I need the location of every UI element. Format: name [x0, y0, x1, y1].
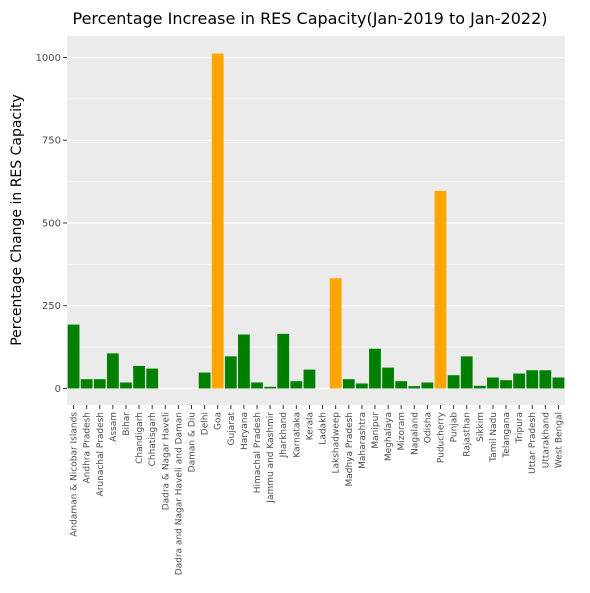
plot-panel — [67, 36, 565, 405]
y-tick-label: 500 — [42, 218, 61, 229]
x-tick-label: Chhatisgarh — [148, 412, 158, 466]
y-tick-label: 1000 — [36, 53, 61, 64]
bar-tamil-nadu — [487, 377, 499, 389]
x-tick-label: Jharkhand — [279, 412, 289, 458]
x-tick-label: Arunachal Pradesh — [96, 412, 106, 496]
x-tick-label: Goa — [214, 412, 224, 430]
x-tick-label: Ladakh — [319, 412, 329, 445]
x-tick-label: Kerala — [305, 412, 315, 440]
bars — [67, 53, 565, 389]
x-tick-label: Assam — [109, 412, 119, 442]
x-tick-label: Chandigarh — [135, 412, 145, 464]
x-tick-label: Tamil Nadu — [489, 412, 499, 463]
y-tick-label: 0 — [55, 384, 61, 395]
bar-haryana — [238, 334, 250, 389]
x-tick-label: Uttarakhand — [541, 412, 551, 468]
y-tick-label: 750 — [42, 136, 61, 147]
x-tick-label: Jammu and Kashmir — [266, 412, 276, 504]
x-tick-label: Dadra and Nagar Haveli and Daman — [174, 412, 184, 575]
chart-title: Percentage Increase in RES Capacity(Jan-… — [73, 9, 548, 28]
x-tick-label: Manipur — [371, 412, 381, 449]
x-tick-label: Gujarat — [227, 412, 237, 446]
x-tick-label: Madhya Pradesh — [345, 412, 355, 487]
bar-chhatisgarh — [146, 368, 159, 389]
x-tick-label: Haryana — [240, 412, 250, 450]
x-tick-label: Karnataka — [292, 412, 302, 458]
bar-west-bengal — [552, 377, 565, 389]
bar-jammu-and-kashmir — [264, 386, 277, 389]
bar-meghalaya — [382, 367, 394, 389]
bar-chandigarh — [133, 365, 145, 389]
bar-arunachal-pradesh — [93, 379, 106, 389]
bar-uttar-pradesh — [526, 370, 539, 389]
bar-maharashtra — [355, 383, 368, 389]
x-tick-label: Dadra & Nagar Haveli — [161, 412, 171, 510]
bar-andaman-nicobar-islands — [67, 324, 80, 389]
bar-uttarakhand — [539, 370, 552, 389]
x-tick-label: Andhra Pradesh — [83, 412, 93, 483]
bar-punjab — [447, 375, 460, 389]
bar-nagaland — [408, 386, 421, 389]
x-axis: Andaman & Nicobar Islands Andhra Pradesh A… — [70, 405, 564, 575]
bar-himachal-pradesh — [251, 382, 263, 389]
x-tick-label: Bihar — [122, 412, 132, 436]
bar-sikkim — [473, 385, 486, 389]
x-tick-label: Mizoram — [397, 412, 407, 450]
x-tick-label: Maharashtra — [358, 412, 368, 469]
bar-telangana — [500, 380, 512, 389]
x-tick-label: Telangana — [502, 412, 512, 459]
x-tick-label: Rajasthan — [463, 412, 473, 457]
bar-madhya-pradesh — [342, 379, 355, 389]
bar-tripura — [513, 373, 526, 389]
bar-rajasthan — [460, 356, 473, 389]
x-tick-label: Andaman & Nicobar Islands — [70, 412, 80, 537]
x-tick-label: Himachal Pradesh — [253, 412, 263, 493]
bar-kerala — [303, 369, 316, 389]
bar-karnataka — [290, 381, 303, 389]
bar-delhi — [198, 372, 211, 389]
y-axis: 0 250 500 750 1000 — [36, 53, 67, 395]
bar-andhra-pradesh — [80, 379, 93, 389]
x-tick-label: Uttar Pradesh — [528, 412, 538, 474]
bar-lakshadweep — [329, 278, 342, 389]
bar-jharkhand — [277, 333, 290, 389]
y-axis-label: Percentage Change in RES Capacity — [9, 94, 25, 346]
x-tick-label: Punjab — [450, 412, 460, 443]
x-tick-label: Lakshadweep — [332, 412, 342, 474]
bar-odisha — [421, 382, 434, 389]
x-tick-label: Delhi — [201, 412, 211, 435]
bar-gujarat — [224, 356, 237, 389]
x-tick-label: West Bengal — [554, 412, 564, 468]
x-tick-label: Odisha — [423, 412, 433, 443]
bar-mizoram — [395, 381, 408, 389]
x-tick-label: Meghalaya — [384, 412, 394, 461]
bar-puducherry — [434, 190, 447, 389]
x-tick-label: Nagaland — [410, 412, 420, 455]
x-tick-label: Puducherry — [437, 411, 447, 463]
bar-bihar — [120, 382, 132, 389]
bar-manipur — [369, 348, 381, 389]
x-tick-label: Daman & Diu — [188, 412, 198, 472]
x-tick-label: Tripura — [515, 412, 525, 444]
y-tick-label: 250 — [42, 301, 61, 312]
x-tick-label: Sikkim — [476, 412, 486, 442]
bar-assam — [106, 353, 119, 389]
bar-goa — [211, 53, 224, 389]
